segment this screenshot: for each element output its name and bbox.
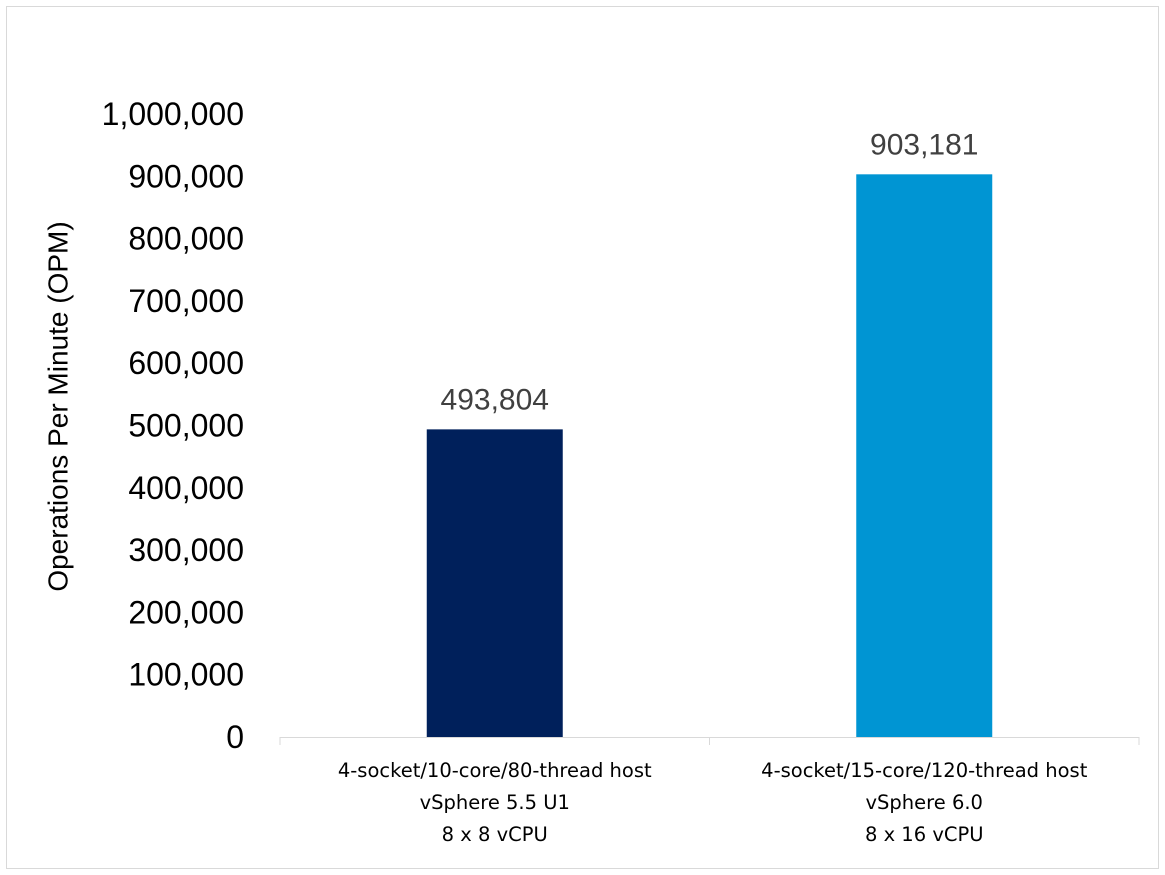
x-category-label: 8 x 16 vCPU bbox=[865, 823, 984, 846]
data-labels: 493,804 903,181 bbox=[441, 128, 979, 416]
y-axis-title-group: Operations Per Minute (OPM) bbox=[42, 221, 73, 591]
y-tick-label: 0 bbox=[226, 719, 244, 755]
y-tick-label: 1,000,000 bbox=[102, 96, 244, 132]
bar-value-label: 903,181 bbox=[870, 128, 978, 161]
y-tick-label: 900,000 bbox=[128, 158, 244, 194]
y-tick-label: 100,000 bbox=[128, 657, 244, 693]
y-axis-title: Operations Per Minute (OPM) bbox=[42, 221, 73, 591]
y-tick-label: 800,000 bbox=[128, 221, 244, 257]
y-tick-label: 200,000 bbox=[128, 594, 244, 630]
y-tick-label: 700,000 bbox=[128, 283, 244, 319]
bar-chart: Operations Per Minute (OPM) 0 100,000 200,… bbox=[42, 96, 1140, 846]
bar bbox=[426, 429, 563, 737]
bar bbox=[856, 174, 993, 737]
x-category-label: vSphere 5.5 U1 bbox=[420, 791, 570, 814]
category-labels: 4-socket/10-core/80-thread host vSphere 5… bbox=[338, 759, 1088, 846]
y-tick-label: 500,000 bbox=[128, 408, 244, 444]
y-tick-label: 300,000 bbox=[128, 532, 244, 568]
x-category-label: vSphere 6.0 bbox=[866, 791, 983, 814]
y-axis-ticks: 0 100,000 200,000 300,000 400,000 500,000 600,… bbox=[102, 96, 244, 755]
bar-value-label: 493,804 bbox=[441, 383, 549, 416]
x-axis-ticks bbox=[279, 737, 1140, 745]
y-tick-label: 400,000 bbox=[128, 470, 244, 506]
x-category-label: 4-socket/15-core/120-thread host bbox=[761, 759, 1088, 782]
x-category-label: 8 x 8 vCPU bbox=[442, 823, 548, 846]
bars bbox=[426, 174, 993, 737]
chart-frame: Operations Per Minute (OPM) 0 100,000 200,… bbox=[6, 6, 1159, 869]
x-category-label: 4-socket/10-core/80-thread host bbox=[338, 759, 652, 782]
y-tick-label: 600,000 bbox=[128, 345, 244, 381]
